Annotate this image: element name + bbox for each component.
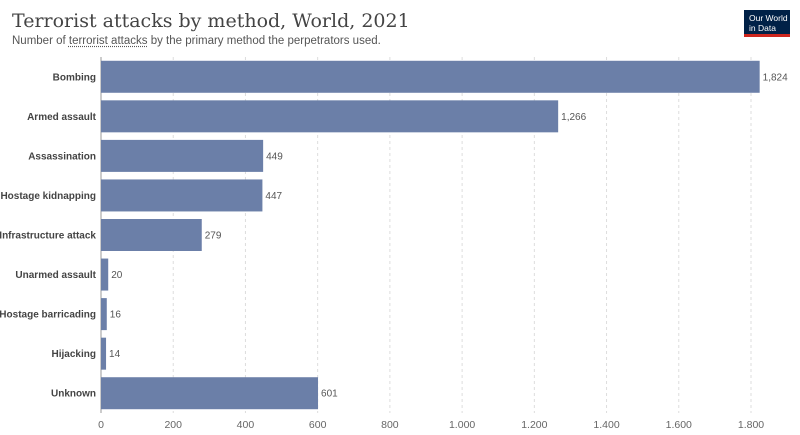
- value-label: 14: [109, 349, 121, 360]
- x-tick-label: 1.000: [449, 419, 475, 431]
- x-tick-label: 1.600: [666, 419, 692, 431]
- category-label: Bombing: [53, 72, 96, 83]
- bar[interactable]: [101, 179, 263, 212]
- logo-line-1: Our World: [749, 13, 788, 23]
- x-tick-label: 0: [98, 419, 104, 431]
- value-label: 1,824: [763, 72, 788, 83]
- value-label: 279: [205, 231, 222, 242]
- bar[interactable]: [101, 139, 264, 172]
- category-label: Hostage barricading: [0, 310, 96, 321]
- bar[interactable]: [101, 100, 559, 133]
- x-tick-label: 400: [237, 419, 255, 431]
- category-label: Hostage kidnapping: [0, 191, 96, 202]
- subtitle-prefix: Number of: [12, 35, 69, 47]
- category-label: Unarmed assault: [15, 270, 96, 281]
- chart-subtitle: Number of terrorist attacks by the prima…: [12, 35, 381, 47]
- logo-line-2: in Data: [749, 22, 776, 33]
- category-label: Assassination: [28, 151, 96, 162]
- bar[interactable]: [101, 377, 319, 410]
- subtitle-suffix: by the primary method the perpetrators u…: [147, 35, 381, 47]
- x-tick-label: 1.400: [593, 419, 619, 431]
- category-label: Armed assault: [27, 112, 97, 123]
- value-label: 16: [110, 310, 122, 321]
- bar[interactable]: [101, 60, 760, 93]
- owid-logo[interactable]: Our World in Data: [744, 10, 790, 37]
- value-label: 447: [265, 191, 282, 202]
- category-label: Hijacking: [52, 349, 96, 360]
- x-tick-label: 600: [309, 419, 327, 431]
- x-tick-label: 800: [381, 419, 399, 431]
- x-tick-label: 1.800: [738, 419, 764, 431]
- terrorist-attacks-link[interactable]: terrorist attacks: [68, 35, 148, 47]
- bar[interactable]: [101, 258, 109, 291]
- value-label: 1,266: [561, 112, 586, 123]
- value-label: 601: [321, 389, 338, 400]
- category-label: Infrastructure attack: [0, 231, 96, 242]
- x-tick-label: 200: [164, 419, 182, 431]
- category-label: Unknown: [51, 389, 96, 400]
- value-label: 20: [111, 270, 123, 281]
- bar[interactable]: [101, 337, 107, 370]
- bar[interactable]: [101, 219, 202, 251]
- value-label: 449: [266, 151, 283, 162]
- x-tick-label: 1.200: [521, 419, 547, 431]
- bar[interactable]: [101, 298, 107, 331]
- chart-title: Terrorist attacks by method, World, 2021: [12, 10, 410, 32]
